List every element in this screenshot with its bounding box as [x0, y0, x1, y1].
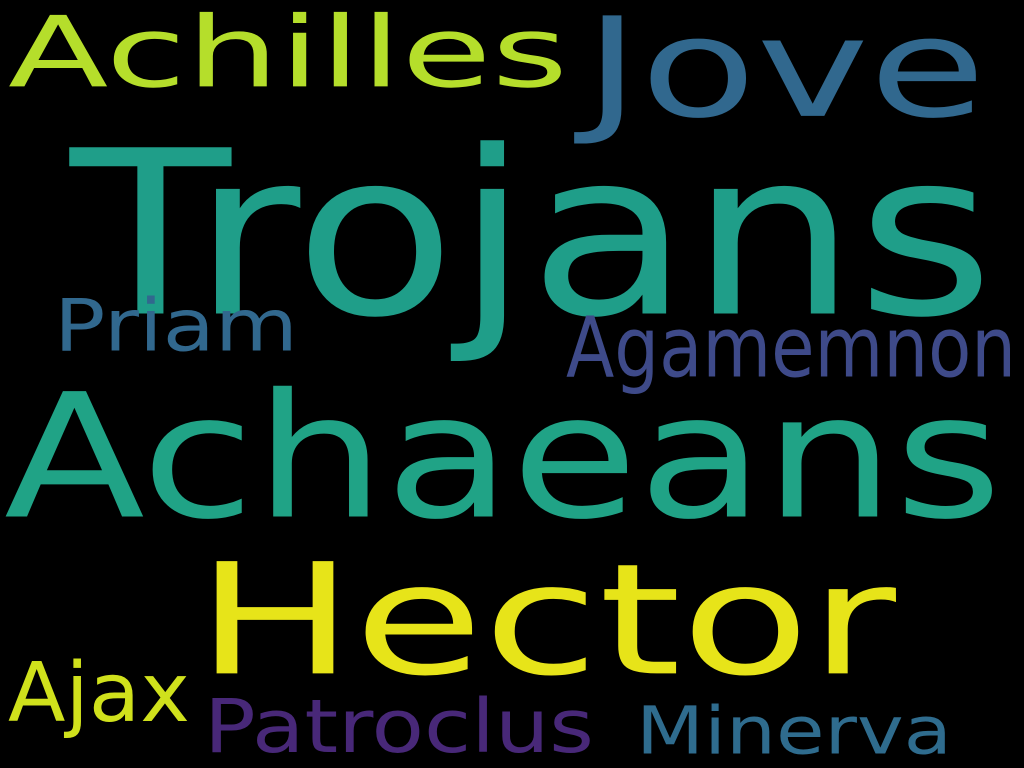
word-ajax: Ajax: [8, 644, 190, 741]
word-achaeans: Achaeans: [4, 356, 1002, 558]
word-trojans: Trojans: [70, 101, 994, 369]
word-agamemnon: Agamemnon: [566, 298, 1016, 397]
word-achilles: Achilles: [8, 0, 568, 110]
word-jove: Jove: [584, 0, 986, 150]
word-patroclus: Patroclus: [204, 683, 594, 768]
word-minerva: Minerva: [636, 692, 952, 768]
word-hector: Hector: [196, 530, 896, 711]
word-priam: Priam: [54, 283, 298, 368]
